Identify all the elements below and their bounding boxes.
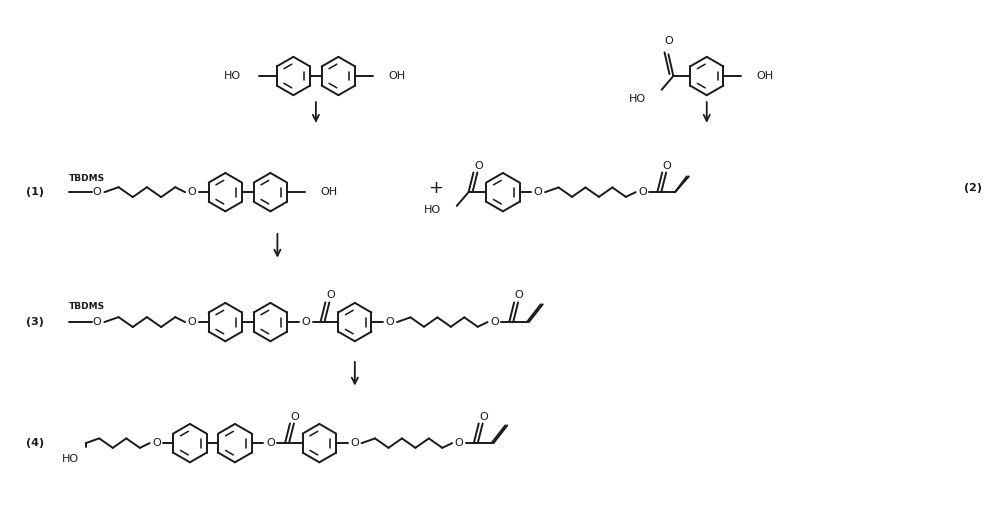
Text: O: O	[474, 161, 482, 171]
Text: O: O	[638, 187, 646, 197]
Text: OH: OH	[389, 71, 406, 81]
Text: O: O	[152, 438, 161, 448]
Text: OH: OH	[320, 187, 337, 197]
Text: (3): (3)	[25, 317, 43, 327]
Text: O: O	[266, 438, 275, 448]
Text: TBDMS: TBDMS	[68, 302, 105, 311]
Text: O: O	[490, 317, 498, 327]
Text: HO: HO	[628, 94, 645, 103]
Text: HO: HO	[62, 454, 80, 464]
Text: O: O	[301, 317, 310, 327]
Text: +: +	[429, 179, 443, 197]
Text: O: O	[663, 161, 672, 171]
Text: O: O	[187, 187, 196, 197]
Text: (4): (4)	[25, 438, 43, 448]
Text: O: O	[93, 187, 101, 197]
Text: O: O	[291, 411, 299, 421]
Text: O: O	[455, 438, 463, 448]
Text: TBDMS: TBDMS	[68, 174, 105, 183]
Text: O: O	[534, 187, 543, 197]
Text: OH: OH	[757, 71, 774, 81]
Text: O: O	[187, 317, 196, 327]
Text: HO: HO	[424, 205, 441, 215]
Text: O: O	[479, 411, 488, 421]
Text: O: O	[664, 35, 673, 45]
Text: O: O	[515, 290, 524, 300]
Text: O: O	[386, 317, 395, 327]
Text: (2): (2)	[965, 183, 982, 193]
Text: HO: HO	[225, 71, 242, 81]
Text: O: O	[93, 317, 101, 327]
Text: O: O	[350, 438, 359, 448]
Text: (1): (1)	[25, 187, 43, 197]
Text: O: O	[326, 290, 334, 300]
